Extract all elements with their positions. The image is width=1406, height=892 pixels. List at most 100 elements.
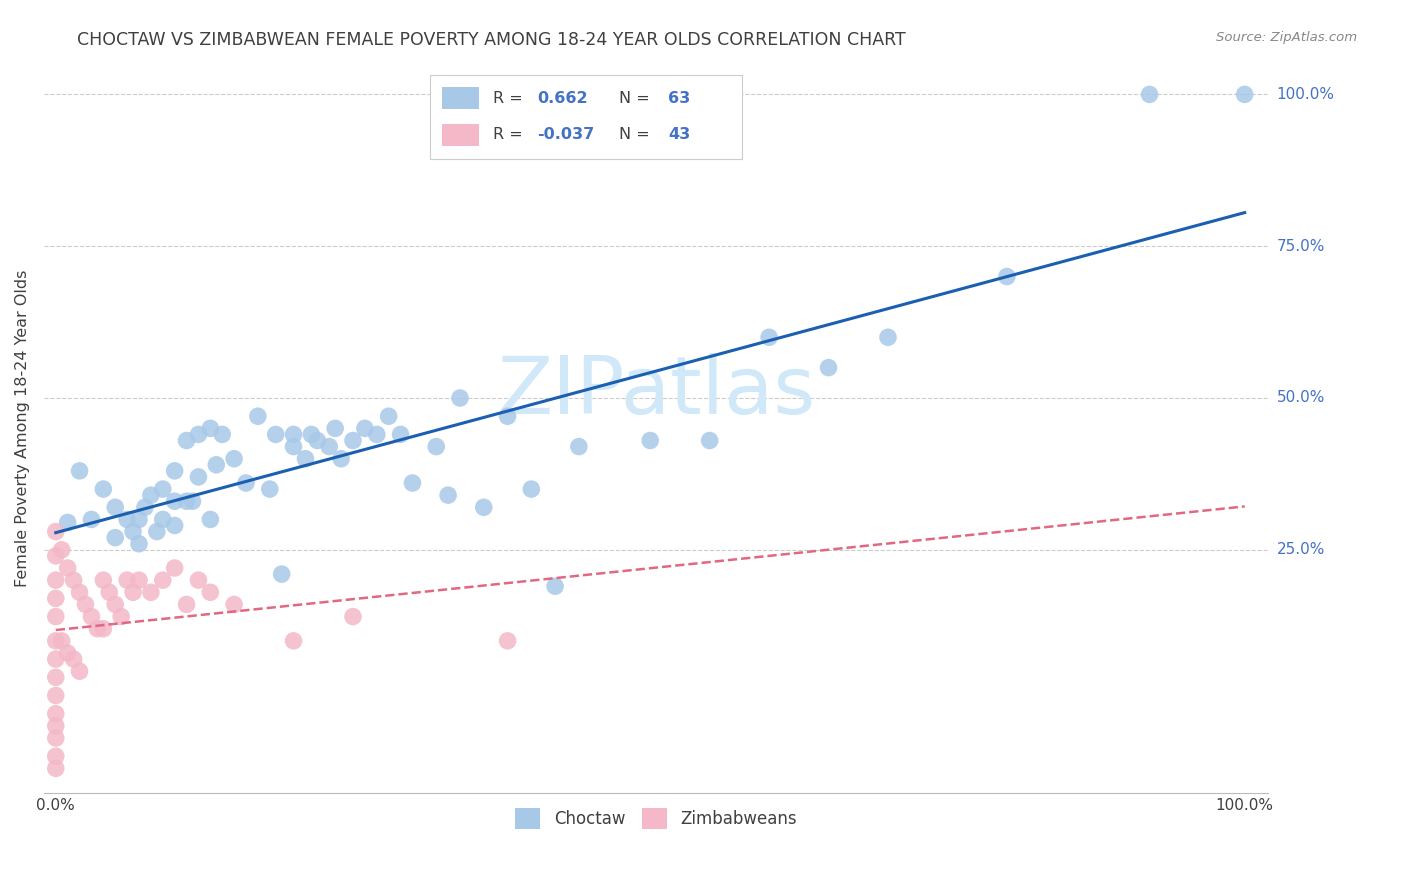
Point [139,488,162,502]
Text: 63: 63 [668,91,690,106]
Point [69,464,91,478]
Point [104,500,127,515]
Point [45,573,67,587]
Legend: Choctaw, Zimbabweans: Choctaw, Zimbabweans [509,802,804,835]
Point [259,482,281,496]
Point [235,475,257,490]
Point [877,330,900,344]
Text: 75.0%: 75.0% [1277,239,1324,253]
Point [45,524,67,539]
Point [128,537,150,551]
Text: N =: N = [620,91,655,106]
Point [437,488,460,502]
Point [366,427,388,442]
Text: 50.0%: 50.0% [1277,391,1324,406]
Point [200,421,222,435]
Point [128,573,150,587]
Point [205,458,228,472]
Point [45,749,67,764]
Text: Source: ZipAtlas.com: Source: ZipAtlas.com [1216,31,1357,45]
Point [122,524,145,539]
Point [139,585,162,599]
Point [80,609,103,624]
Point [544,579,567,593]
Point [323,421,346,435]
Point [115,512,138,526]
Point [86,622,108,636]
Point [45,652,67,666]
Point [122,585,145,599]
Point [115,573,138,587]
Point [56,561,79,575]
Point [69,585,91,599]
Point [45,706,67,721]
Text: R =: R = [494,128,529,142]
Point [104,531,127,545]
Point [496,409,519,424]
Point [330,451,353,466]
Point [425,440,447,454]
Point [45,689,67,703]
Point [91,573,114,587]
Point [342,609,364,624]
Point [211,427,233,442]
Point [472,500,495,515]
Point [128,512,150,526]
Point [568,440,591,454]
Bar [430,75,742,159]
Point [45,719,67,733]
Point [283,440,305,454]
Point [45,609,67,624]
Point [45,731,67,745]
Point [51,633,73,648]
Point [176,598,198,612]
Point [181,494,204,508]
Point [187,427,209,442]
Point [69,664,91,678]
Text: 43: 43 [668,128,690,142]
Point [294,451,316,466]
Point [496,633,519,648]
Point [98,585,121,599]
Point [995,269,1018,284]
Point [520,482,543,496]
Point [75,598,97,612]
Point [283,427,305,442]
Text: N =: N = [620,128,655,142]
Point [283,633,305,648]
Text: 100.0%: 100.0% [1277,87,1334,102]
Point [1233,87,1256,102]
Point [246,409,269,424]
Point [377,409,399,424]
Point [152,512,174,526]
Point [307,434,329,448]
Point [449,391,471,405]
Point [146,524,169,539]
Point [270,567,292,582]
Point [342,434,364,448]
Text: CHOCTAW VS ZIMBABWEAN FEMALE POVERTY AMONG 18-24 YEAR OLDS CORRELATION CHART: CHOCTAW VS ZIMBABWEAN FEMALE POVERTY AMO… [77,31,905,49]
Point [817,360,839,375]
Text: ZIPatlas: ZIPatlas [498,353,815,431]
Point [638,434,661,448]
Point [224,598,246,612]
Text: R =: R = [494,91,529,106]
Point [45,591,67,606]
Bar [441,124,478,145]
Point [187,470,209,484]
Point [758,330,780,344]
Point [110,609,132,624]
Point [354,421,377,435]
Point [299,427,322,442]
Point [163,464,186,478]
Point [389,427,412,442]
Point [51,542,73,557]
Point [56,516,79,530]
Point [80,512,103,526]
Point [45,670,67,684]
Point [152,482,174,496]
Text: 0.662: 0.662 [537,91,588,106]
Point [45,761,67,775]
Point [200,512,222,526]
Point [401,475,423,490]
